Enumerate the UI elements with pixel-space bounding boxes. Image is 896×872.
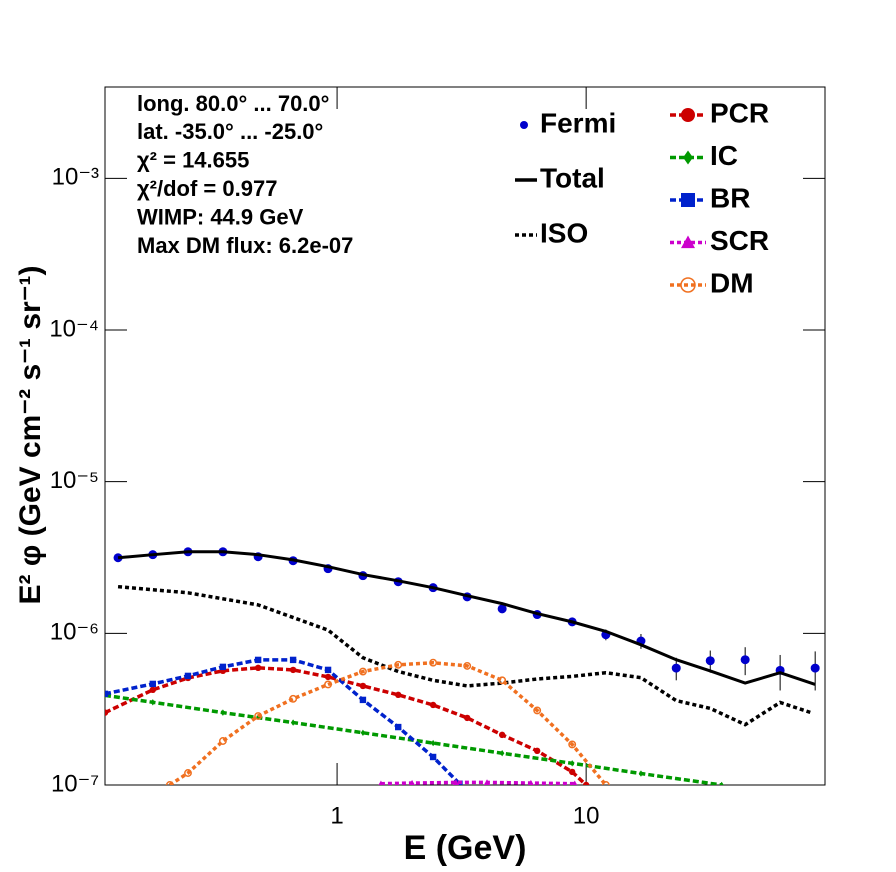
marker — [150, 699, 156, 706]
marker — [429, 753, 437, 761]
marker — [429, 658, 438, 667]
marker — [184, 769, 192, 777]
marker — [463, 714, 471, 722]
series-line — [380, 780, 575, 785]
legend-label: IC — [710, 140, 738, 171]
marker — [219, 663, 227, 671]
y-tick-label: 10⁻⁵ — [50, 467, 99, 494]
marker — [218, 737, 227, 745]
marker — [184, 672, 192, 680]
marker — [498, 731, 506, 739]
marker — [463, 661, 472, 670]
y-tick-label: 10⁻⁷ — [51, 770, 99, 797]
legend-label: Total — [540, 162, 605, 193]
legend-marker — [681, 235, 695, 249]
marker — [394, 660, 403, 669]
legend-label: BR — [710, 182, 750, 213]
marker — [452, 779, 460, 785]
marker — [378, 780, 384, 785]
marker — [324, 680, 333, 689]
legend-marker — [681, 108, 695, 122]
marker — [568, 740, 577, 749]
plot-area — [105, 547, 820, 785]
marker — [638, 770, 644, 777]
series-line — [117, 550, 816, 686]
marker — [149, 680, 156, 688]
annotation: Max DM flux: 6.2e-07 — [137, 233, 353, 258]
marker — [254, 656, 262, 664]
annotation: χ² = 14.655 — [137, 148, 249, 173]
marker — [360, 729, 366, 736]
legend-label: PCR — [710, 97, 769, 128]
marker — [105, 690, 109, 698]
marker — [290, 719, 296, 726]
marker — [359, 682, 367, 690]
marker — [528, 779, 534, 785]
marker — [497, 604, 507, 614]
annotation: lat. -35.0° ... -25.0° — [137, 119, 323, 144]
marker — [395, 723, 402, 731]
marker — [429, 701, 437, 709]
marker — [483, 779, 491, 785]
marker — [705, 656, 715, 666]
legend-label: DM — [710, 267, 754, 298]
series-line — [105, 666, 588, 785]
marker — [671, 663, 681, 673]
marker — [568, 768, 576, 776]
marker — [601, 781, 610, 785]
marker — [254, 712, 263, 720]
y-tick-label: 10⁻⁴ — [49, 315, 99, 342]
plot-frame — [104, 86, 826, 786]
marker — [358, 667, 367, 676]
marker — [324, 673, 332, 681]
marker — [572, 780, 578, 785]
legend-marker — [680, 277, 696, 293]
legend-marker — [681, 193, 695, 207]
marker — [582, 781, 590, 785]
marker — [254, 664, 262, 672]
marker — [740, 655, 750, 665]
marker — [395, 691, 402, 699]
series-line — [117, 584, 812, 727]
marker — [499, 750, 505, 757]
marker — [289, 694, 298, 703]
y-axis-title: E² φ (GeV cm⁻² s⁻¹ sr⁻¹) — [14, 265, 47, 604]
legend-marker — [520, 121, 528, 129]
legend-label: Fermi — [540, 107, 616, 138]
marker — [324, 666, 332, 674]
marker — [289, 666, 297, 674]
marker — [810, 663, 820, 673]
annotation: χ²/dof = 0.977 — [137, 176, 277, 201]
series-line — [105, 693, 722, 785]
legend-marker — [683, 150, 693, 165]
marker — [569, 760, 575, 767]
marker — [719, 781, 724, 785]
marker — [533, 706, 542, 715]
marker — [220, 709, 226, 716]
marker — [289, 656, 297, 664]
x-axis-title: E (GeV) — [404, 829, 527, 867]
series-line — [168, 660, 608, 785]
annotation: long. 80.0° ... 70.0° — [137, 91, 329, 116]
legend-label: SCR — [710, 225, 769, 256]
marker — [359, 696, 367, 704]
marker — [430, 739, 436, 747]
annotation: WIMP: 44.9 GeV — [137, 204, 304, 229]
marker — [533, 747, 541, 755]
legend-label: ISO — [540, 217, 588, 248]
marker — [149, 686, 156, 694]
y-tick-label: 10⁻³ — [52, 164, 99, 191]
y-tick-label: 10⁻⁶ — [50, 619, 99, 646]
marker — [165, 781, 174, 785]
marker — [498, 676, 507, 685]
x-tick-label: 10 — [573, 802, 600, 829]
x-tick-label: 1 — [330, 802, 343, 829]
marker — [409, 779, 415, 785]
marker — [105, 709, 109, 716]
